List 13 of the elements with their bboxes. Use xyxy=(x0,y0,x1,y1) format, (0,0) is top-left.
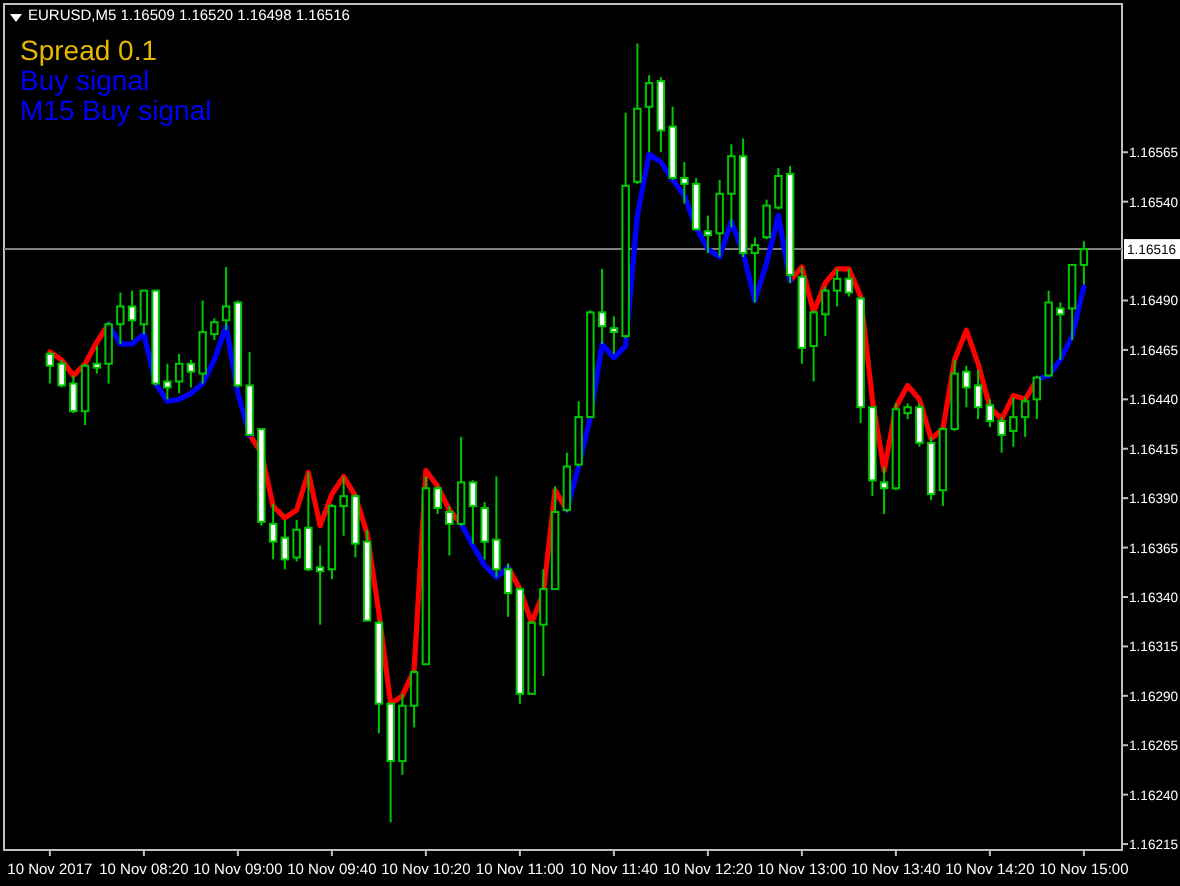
annotation: M15 Buy signal xyxy=(20,94,212,126)
candlestick xyxy=(844,267,854,298)
candlestick xyxy=(1079,240,1089,286)
candlestick xyxy=(468,479,478,545)
candlestick xyxy=(644,74,654,154)
candlestick xyxy=(750,236,760,304)
candlestick xyxy=(221,265,231,332)
annotation: Spread 0.1 xyxy=(20,34,158,66)
candlestick xyxy=(879,465,889,515)
annotation: Buy signal xyxy=(20,64,150,96)
candlestick xyxy=(1032,374,1042,421)
candlestick xyxy=(268,503,278,561)
candlestick xyxy=(562,451,572,513)
